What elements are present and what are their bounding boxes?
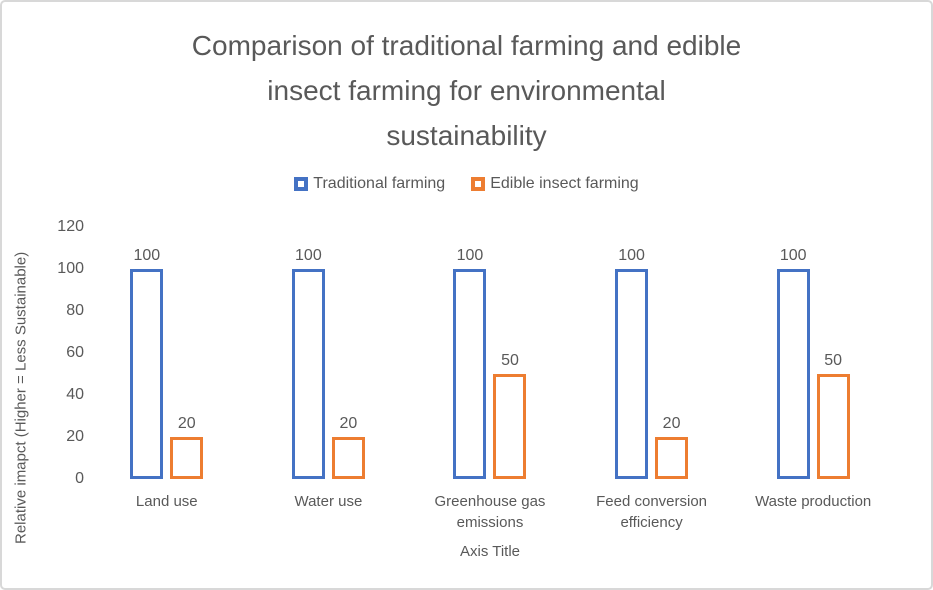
legend-swatch-icon	[471, 177, 486, 191]
category-group: 100 20	[248, 227, 410, 479]
bar-group: 100	[130, 247, 164, 479]
x-category-label: Waste production	[755, 493, 872, 510]
x-axis-title: Axis Title	[459, 543, 520, 560]
bar-value-label: 50	[824, 352, 843, 369]
chart-title-line-3: sustainability	[386, 120, 547, 151]
bar-value-label: 20	[339, 415, 358, 432]
category-group: 100 50	[732, 227, 894, 479]
bar-group: 50	[816, 352, 850, 479]
y-axis-ticks: 0 20 40 60 80 100 120	[40, 218, 84, 487]
bar-value-label: 20	[177, 415, 196, 432]
bar[interactable]	[655, 437, 689, 479]
category-group: 100 20	[86, 227, 248, 479]
bar[interactable]	[493, 374, 527, 479]
legend-label: Traditional farming	[313, 175, 446, 192]
legend-label: Edible insect farming	[490, 175, 639, 192]
y-tick-label: 0	[75, 470, 84, 487]
bar-group: 100	[776, 247, 810, 479]
chart-title: Comparison of traditional farming and ed…	[87, 23, 847, 158]
bar-value-label: 20	[662, 415, 681, 432]
bar-value-label: 100	[618, 247, 645, 264]
y-tick-label: 80	[66, 302, 84, 319]
y-tick-label: 100	[57, 260, 84, 277]
x-category-label: Water use	[294, 493, 363, 510]
bar-group: 20	[331, 415, 365, 479]
bar-value-label: 100	[456, 247, 484, 264]
legend-item[interactable]: Traditional farming	[294, 175, 445, 193]
legend: Traditional farming Edible insect farming	[2, 175, 931, 193]
bar-group: 100	[453, 247, 487, 479]
bar-value-label: 100	[779, 247, 807, 264]
bar-group: 20	[655, 415, 689, 479]
bar-value-label: 100	[133, 247, 161, 264]
legend-swatch-icon	[294, 177, 309, 191]
bar[interactable]	[331, 437, 365, 479]
bar[interactable]	[615, 269, 649, 479]
bar[interactable]	[170, 437, 204, 479]
bar[interactable]	[816, 374, 850, 479]
chart-title-line-2: insect farming for environmental	[267, 75, 666, 106]
x-axis-labels: Land use Water use Greenhouse gas emission…	[86, 491, 894, 533]
category-group: 100 20	[571, 227, 733, 479]
category-group: 100 50	[409, 227, 571, 479]
x-category-label: Feed conversion efficiency	[596, 493, 708, 531]
bar-group: 100	[291, 247, 325, 479]
bar-group: 100	[615, 247, 649, 479]
legend-item[interactable]: Edible insect farming	[471, 175, 639, 193]
bar[interactable]	[453, 269, 487, 479]
bar-group: 50	[493, 352, 527, 479]
bar[interactable]	[776, 269, 810, 479]
bar[interactable]	[130, 269, 164, 479]
y-tick-label: 120	[57, 218, 84, 235]
bar-group: 20	[170, 415, 204, 479]
x-category-label: Greenhouse gas emissions	[434, 493, 546, 531]
y-tick-label: 20	[66, 428, 84, 445]
bar-value-label: 50	[501, 352, 519, 369]
x-category-label: Land use	[135, 493, 198, 510]
y-tick-label: 60	[66, 344, 84, 361]
plot-area: 100 20 100 20 100 50 100 20 100 50	[86, 227, 894, 479]
chart-title-line-1: Comparison of traditional farming and ed…	[191, 30, 742, 61]
y-tick-label: 40	[66, 386, 84, 403]
y-axis-title: Relative imapct (Higher = Less Sustainab…	[12, 251, 30, 545]
bar-value-label: 100	[295, 247, 322, 264]
bar[interactable]	[291, 269, 325, 479]
